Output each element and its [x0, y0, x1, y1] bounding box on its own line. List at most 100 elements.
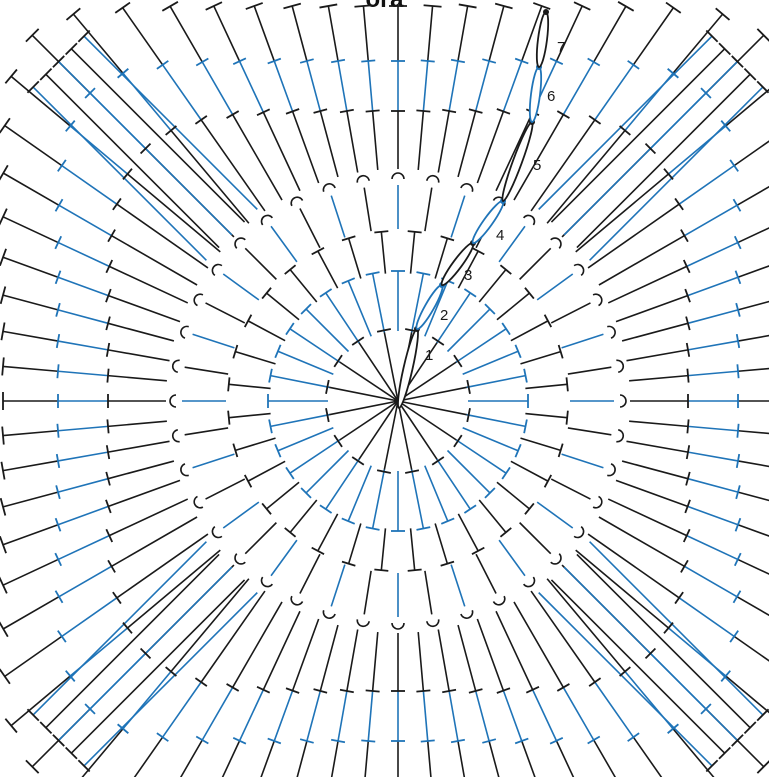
stitch-top: [549, 57, 564, 66]
stitch-round5: [111, 516, 198, 568]
stitch-round2: [424, 280, 449, 337]
stitch-round3: [247, 460, 286, 482]
stitch-round7: [4, 635, 63, 678]
stitch-top: [735, 333, 741, 349]
stitch-round7: [737, 523, 769, 537]
stitch-round7: [632, 7, 675, 66]
stitch-top: [319, 3, 338, 9]
stitch-top: [194, 115, 208, 125]
stitch-top: [374, 568, 389, 572]
stitch-top: [482, 58, 497, 64]
stitch-round5: [575, 549, 670, 629]
stitch-top: [588, 115, 602, 125]
stitch-top: [39, 721, 53, 734]
stitch-round4: [567, 427, 612, 436]
stitch-top: [499, 527, 512, 538]
chain-arc: [592, 293, 603, 307]
stitch-top: [525, 685, 540, 694]
stitch-round6: [367, 60, 374, 112]
stitch-round6: [57, 276, 109, 297]
stitch-top: [232, 344, 239, 359]
stitch-top: [65, 42, 78, 56]
stitch-round3: [347, 238, 362, 279]
stitch-top: [420, 59, 435, 63]
stitch-top: [156, 60, 169, 70]
stitch-round7: [179, 739, 203, 777]
stitch-round5: [231, 114, 283, 201]
stitch-round1: [337, 360, 399, 402]
stitch-top: [684, 288, 691, 303]
stitch-top: [117, 68, 129, 79]
stitch-top: [285, 322, 295, 336]
chain-arc: [522, 576, 536, 588]
stitch-round3: [457, 250, 479, 289]
stitch-top: [686, 419, 690, 434]
stitch-round6: [684, 204, 738, 237]
stitch-top: [420, 739, 435, 743]
stitch-round5: [371, 632, 379, 692]
stitch-round4: [244, 247, 277, 280]
stitch-top: [735, 302, 741, 317]
stitch-round3: [434, 523, 449, 564]
stitch-top: [311, 546, 325, 556]
stitch-top: [715, 7, 731, 21]
stitch-top: [533, 2, 551, 10]
stitch-round5: [629, 374, 689, 382]
stitch-top: [341, 235, 356, 242]
stitch-round6: [562, 687, 595, 741]
stitch-round5: [530, 590, 596, 683]
stitch-top: [0, 668, 11, 685]
chain-arc: [172, 359, 180, 373]
stitch-round3: [289, 499, 318, 533]
stitch-round4: [424, 187, 433, 232]
stitch-round5: [457, 110, 477, 178]
corner-stitch: [576, 73, 751, 249]
stitch-top: [361, 739, 376, 743]
stitch-round5: [530, 119, 596, 212]
stitch-round3: [266, 292, 300, 321]
stitch-top: [416, 271, 431, 276]
stitch-round6: [594, 681, 635, 738]
stitch-round2: [277, 427, 334, 452]
stitch-top: [0, 536, 7, 554]
stitch-top: [482, 738, 497, 744]
stitch-top: [227, 377, 231, 392]
stitch-top: [501, 466, 511, 480]
stitch-round7: [736, 596, 769, 617]
stitch-round6: [684, 565, 738, 598]
corner-stitch: [83, 592, 258, 767]
stitch-top: [195, 735, 209, 745]
stitch-round4: [330, 564, 346, 607]
stitch-top: [686, 368, 690, 383]
stitch-top: [499, 264, 512, 275]
stitch-round7: [737, 367, 769, 373]
stitch-top: [333, 434, 343, 448]
chain-arc: [180, 463, 189, 477]
stitch-round7: [330, 740, 339, 777]
stitch-top: [1, 357, 5, 376]
stitch-top: [243, 474, 253, 488]
stitch-round7: [2, 365, 59, 373]
stitch-top: [407, 568, 422, 572]
stitch-round4: [270, 225, 298, 263]
stitch-round5: [629, 420, 689, 428]
stitch-round1: [397, 400, 459, 442]
stitch-top: [325, 379, 330, 394]
stitch-round5: [587, 533, 680, 599]
stitch-round6: [306, 60, 322, 112]
stitch-top: [54, 517, 62, 532]
round-label-4: 4: [496, 227, 504, 244]
chain-arc: [573, 263, 585, 277]
stitch-round6: [273, 60, 294, 112]
stitch-round5: [291, 618, 320, 691]
stitch-round7: [2, 558, 59, 586]
chain-arc: [290, 196, 304, 207]
stitch-top: [733, 235, 742, 250]
stitch-round5: [107, 322, 175, 342]
stitch-top: [705, 759, 719, 773]
stitch-top: [26, 708, 40, 722]
stitch-round2: [424, 465, 449, 522]
chain-arc: [460, 183, 474, 192]
stitch-round1: [397, 400, 439, 462]
stitch-round4: [536, 501, 574, 529]
